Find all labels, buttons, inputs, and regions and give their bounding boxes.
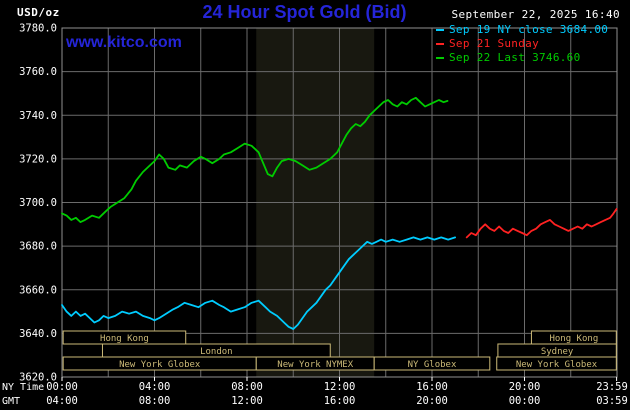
session-label: NY Globex: [408, 360, 457, 370]
session-label: Hong Kong: [100, 334, 149, 344]
legend: Sep 19 NY close 3684.00 Sep 21 Sunday Se…: [436, 23, 608, 65]
x-axis-label-ny: 23:59: [596, 381, 628, 393]
x-axis-label-ny: 08:00: [231, 381, 263, 393]
x-axis-name-ny-time: NY Time: [2, 382, 44, 393]
y-axis-tick-label: 3640.0: [19, 328, 57, 340]
session-label: Hong Kong: [549, 334, 598, 344]
x-axis-label-ny: 12:00: [324, 381, 356, 393]
session-box: [496, 356, 617, 371]
legend-item-sep19-close: Sep 19 NY close 3684.00: [436, 23, 608, 37]
x-axis-label-gmt: 12:00: [231, 395, 263, 407]
x-axis-label-gmt: 08:00: [139, 395, 171, 407]
x-axis-label-gmt: 03:59: [596, 395, 628, 407]
session-label: Sydney: [541, 347, 574, 357]
legend-item-sep22-last: Sep 22 Last 3746.60: [436, 51, 608, 65]
y-axis-tick-label: 3760.0: [19, 66, 57, 78]
x-axis-label-gmt: 20:00: [416, 395, 448, 407]
x-axis-label-ny: 20:00: [509, 381, 541, 393]
y-axis-tick-label: 3780.0: [19, 23, 57, 35]
legend-dash-icon: [436, 29, 444, 31]
y-axis-units-label: USD/oz: [17, 6, 60, 19]
session-label: New York Globex: [516, 360, 598, 370]
x-axis-label-ny: 00:00: [46, 381, 78, 393]
legend-label: Sep 19 NY close 3684.00: [449, 23, 609, 36]
x-axis-label-gmt: 16:00: [324, 395, 356, 407]
price-line-sep22: [61, 96, 449, 224]
session-box: [373, 356, 491, 371]
y-axis-tick-label: 3740.0: [19, 110, 57, 122]
kitco-watermark-link[interactable]: www.kitco.com: [66, 34, 182, 51]
x-axis-label-ny: 04:00: [139, 381, 171, 393]
y-axis-tick-label: 3720.0: [19, 153, 57, 165]
legend-dash-icon: [436, 57, 444, 59]
y-axis-tick-label: 3620.0: [19, 372, 57, 384]
x-axis-label-ny: 16:00: [416, 381, 448, 393]
price-line-sep21: [465, 208, 618, 239]
legend-item-sep21-sunday: Sep 21 Sunday: [436, 37, 608, 51]
x-axis-label-gmt: 00:00: [509, 395, 541, 407]
y-axis-tick-label: 3680.0: [19, 241, 57, 253]
legend-label: Sep 21 Sunday: [449, 37, 539, 50]
price-line-sep19: [61, 236, 457, 330]
legend-label: Sep 22 Last 3746.60: [449, 51, 581, 64]
session-label: New York NYMEX: [277, 360, 353, 370]
x-axis-label-gmt: 04:00: [46, 395, 78, 407]
y-axis-tick-label: 3700.0: [19, 197, 57, 209]
session-label: London: [200, 347, 233, 357]
legend-dash-icon: [436, 43, 444, 45]
y-axis-tick-label: 3660.0: [19, 284, 57, 296]
chart-title: 24 Hour Spot Gold (Bid): [202, 2, 407, 22]
session-label: New York Globex: [119, 360, 201, 370]
x-axis-name-gmt: GMT: [2, 396, 20, 407]
chart-datetime: September 22, 2025 16:40: [451, 8, 620, 21]
